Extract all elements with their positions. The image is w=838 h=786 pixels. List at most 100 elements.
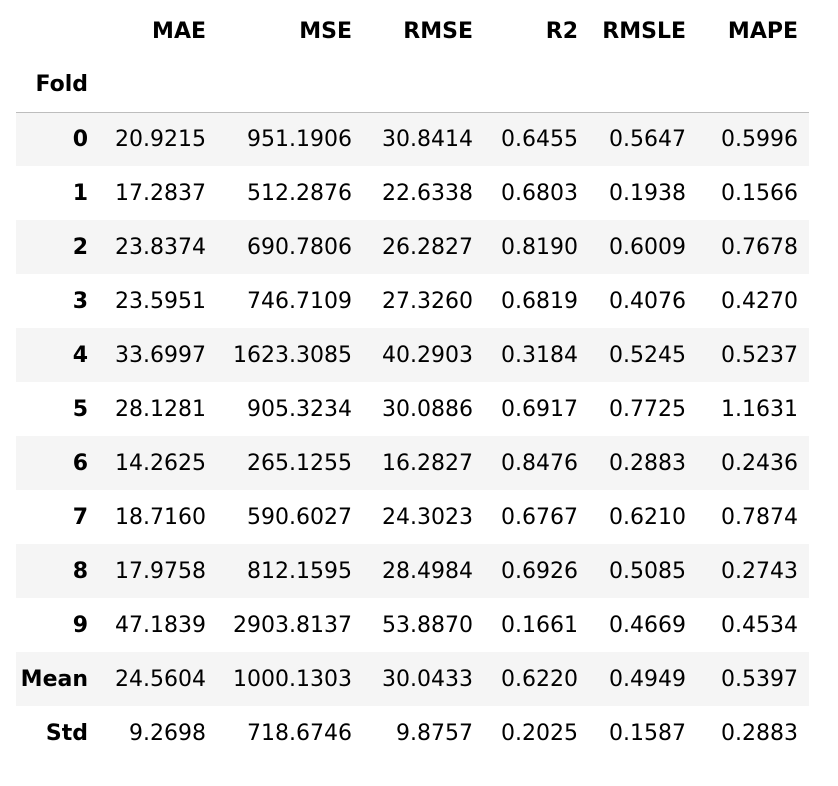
table-row: Mean 24.5604 1000.1303 30.0433 0.6220 0.4949 0… [16, 652, 809, 706]
table-row: 5 28.1281 905.3234 30.0886 0.6917 0.7725 1.163… [16, 382, 809, 436]
cell-rmsle: 0.4949 [609, 666, 686, 692]
cell-rmse: 30.0886 [382, 396, 473, 422]
cell-mse: 1623.3085 [233, 342, 352, 368]
cell-r2: 0.8190 [501, 234, 578, 260]
cell-mae: 14.2625 [115, 450, 206, 476]
row-label: 1 [72, 180, 88, 206]
cell-mse: 718.6746 [247, 720, 352, 746]
table-row: 9 47.1839 2903.8137 53.8870 0.1661 0.4669 0.45… [16, 598, 809, 652]
cell-rmsle: 0.4669 [609, 612, 686, 638]
table-row: Std 9.2698 718.6746 9.8757 0.2025 0.1587 0.288… [16, 706, 809, 760]
cell-rmse: 24.3023 [382, 504, 473, 530]
cell-mape: 0.7874 [721, 504, 798, 530]
cell-mae: 47.1839 [115, 612, 206, 638]
cell-mae: 18.7160 [115, 504, 206, 530]
table-header: MAE MSE RMSE R2 RMSLE MAPE Fold [16, 4, 809, 112]
index-name-label: Fold [35, 72, 88, 98]
table-row: 2 23.8374 690.7806 26.2827 0.8190 0.6009 0.767… [16, 220, 809, 274]
row-label: 0 [72, 126, 88, 152]
cell-rmse: 27.3260 [382, 288, 473, 314]
column-header-rmsle: RMSLE [602, 18, 686, 44]
column-header-mape: MAPE [727, 18, 798, 44]
cell-rmsle: 0.5647 [609, 126, 686, 152]
cell-rmse: 30.0433 [382, 666, 473, 692]
cell-r2: 0.6455 [501, 126, 578, 152]
column-header-rmse: RMSE [403, 18, 473, 44]
table-row: 0 20.9215 951.1906 30.8414 0.6455 0.5647 0.599… [16, 112, 809, 166]
cell-mse: 2903.8137 [233, 612, 352, 638]
cell-rmse: 30.8414 [382, 126, 473, 152]
cell-mse: 905.3234 [247, 396, 352, 422]
cell-rmse: 53.8870 [382, 612, 473, 638]
cell-rmse: 40.2903 [382, 342, 473, 368]
cell-r2: 0.2025 [501, 720, 578, 746]
cell-rmsle: 0.7725 [609, 396, 686, 422]
cell-rmsle: 0.1938 [609, 180, 686, 206]
cell-mae: 23.8374 [115, 234, 206, 260]
cell-mape: 0.2883 [721, 720, 798, 746]
cell-rmse: 9.8757 [396, 720, 473, 746]
table-row: 6 14.2625 265.1255 16.2827 0.8476 0.2883 0.243… [16, 436, 809, 490]
cell-rmsle: 0.1587 [609, 720, 686, 746]
cell-mse: 690.7806 [247, 234, 352, 260]
cell-r2: 0.1661 [501, 612, 578, 638]
cell-rmse: 26.2827 [382, 234, 473, 260]
column-header-r2: R2 [545, 18, 578, 44]
row-label: 8 [72, 558, 88, 584]
cell-mape: 0.2743 [721, 558, 798, 584]
table-row: 1 17.2837 512.2876 22.6338 0.6803 0.1938 0.156… [16, 166, 809, 220]
cell-mse: 265.1255 [247, 450, 352, 476]
cell-r2: 0.6926 [501, 558, 578, 584]
cell-mape: 0.7678 [721, 234, 798, 260]
cell-mape: 0.4534 [721, 612, 798, 638]
corner-blank-cell [16, 4, 99, 58]
cell-mape: 1.1631 [721, 396, 798, 422]
column-header-mae: MAE [152, 18, 206, 44]
cell-mape: 0.5996 [721, 126, 798, 152]
cell-mape: 0.1566 [721, 180, 798, 206]
cell-mae: 20.9215 [115, 126, 206, 152]
cell-rmse: 22.6338 [382, 180, 473, 206]
cell-rmsle: 0.5085 [609, 558, 686, 584]
cell-mse: 812.1595 [247, 558, 352, 584]
cell-mae: 28.1281 [115, 396, 206, 422]
cell-rmse: 16.2827 [382, 450, 473, 476]
cell-r2: 0.8476 [501, 450, 578, 476]
row-label: Std [45, 720, 88, 746]
row-label: 5 [72, 396, 88, 422]
index-name-row: Fold [16, 58, 809, 112]
cell-r2: 0.6917 [501, 396, 578, 422]
cell-rmsle: 0.6009 [609, 234, 686, 260]
cell-rmsle: 0.6210 [609, 504, 686, 530]
table-body: 0 20.9215 951.1906 30.8414 0.6455 0.5647 0.599… [16, 112, 809, 760]
cell-rmse: 28.4984 [382, 558, 473, 584]
table-row: 4 33.6997 1623.3085 40.2903 0.3184 0.5245 0.52… [16, 328, 809, 382]
cell-mse: 746.7109 [247, 288, 352, 314]
table-row: 3 23.5951 746.7109 27.3260 0.6819 0.4076 0.427… [16, 274, 809, 328]
cell-mape: 0.5237 [721, 342, 798, 368]
cell-rmsle: 0.2883 [609, 450, 686, 476]
cell-rmsle: 0.5245 [609, 342, 686, 368]
cell-mae: 17.9758 [115, 558, 206, 584]
table-row: 8 17.9758 812.1595 28.4984 0.6926 0.5085 0.274… [16, 544, 809, 598]
cell-mse: 1000.1303 [233, 666, 352, 692]
cell-r2: 0.6819 [501, 288, 578, 314]
cell-mae: 33.6997 [115, 342, 206, 368]
cell-r2: 0.6767 [501, 504, 578, 530]
cell-mape: 0.5397 [721, 666, 798, 692]
cell-mape: 0.2436 [721, 450, 798, 476]
cell-mse: 512.2876 [247, 180, 352, 206]
cell-mae: 9.2698 [129, 720, 206, 746]
cell-r2: 0.3184 [501, 342, 578, 368]
column-header-mse: MSE [299, 18, 352, 44]
cell-rmsle: 0.4076 [609, 288, 686, 314]
cell-r2: 0.6220 [501, 666, 578, 692]
cell-mse: 951.1906 [247, 126, 352, 152]
cell-mae: 24.5604 [115, 666, 206, 692]
cv-metrics-table: MAE MSE RMSE R2 RMSLE MAPE Fold 0 20.9215… [16, 4, 809, 760]
cell-mape: 0.4270 [721, 288, 798, 314]
row-label: Mean [20, 666, 88, 692]
row-label: 7 [72, 504, 88, 530]
cell-r2: 0.6803 [501, 180, 578, 206]
